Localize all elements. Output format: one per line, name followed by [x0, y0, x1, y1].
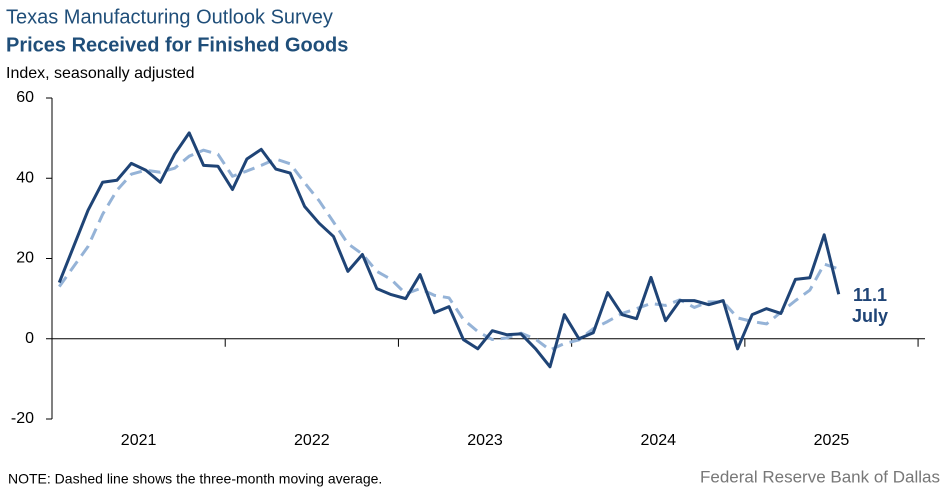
x-tick-label: 2023: [467, 432, 503, 449]
data-label: 11.1: [853, 285, 887, 305]
y-tick-label: 0: [25, 330, 34, 347]
chart-subtitle: Prices Received for Finished Goods: [6, 34, 348, 56]
x-tick-label: 2021: [121, 432, 157, 449]
x-tick-label: 2022: [294, 432, 330, 449]
y-axis-label: Index, seasonally adjusted: [6, 65, 195, 82]
y-tick-label: 20: [16, 250, 34, 267]
y-tick-label: 60: [16, 89, 34, 106]
chart-title: Texas Manufacturing Outlook Survey: [6, 6, 333, 28]
y-tick-label: 40: [16, 169, 34, 186]
x-tick-label: 2025: [814, 432, 850, 449]
annotation: July: [852, 306, 888, 326]
source: Federal Reserve Bank of Dallas: [700, 467, 940, 486]
y-tick-label: -20: [11, 410, 34, 427]
note: NOTE: Dashed line shows the three-month …: [8, 471, 382, 487]
index-line: [57, 131, 841, 369]
moving-average-line: [58, 148, 840, 352]
x-tick-label: 2024: [640, 432, 676, 449]
